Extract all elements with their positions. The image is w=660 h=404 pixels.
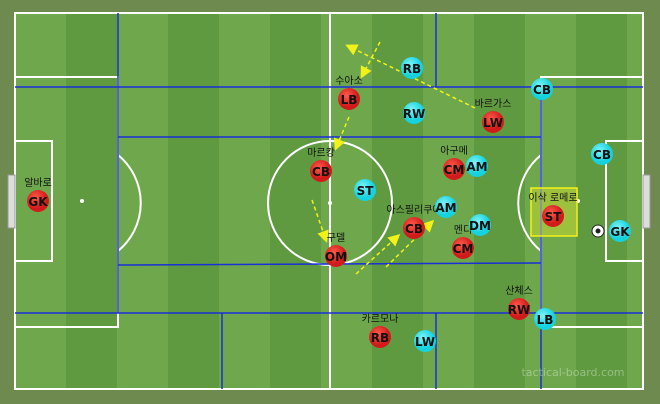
player-name: 바르가스: [475, 98, 512, 110]
player-name: 마르캉: [307, 147, 335, 159]
player-position: LW: [415, 335, 435, 349]
player-position: ST: [357, 184, 375, 198]
player-position: RW: [403, 107, 425, 121]
right-goal: [642, 174, 651, 229]
player-token[interactable]: [452, 237, 474, 259]
home-player-cb[interactable]: CB 마르캉: [307, 147, 335, 182]
player-position: CM: [453, 242, 474, 256]
player-name: 카르모나: [362, 313, 399, 325]
player-token[interactable]: [27, 190, 49, 212]
home-player-lb[interactable]: LB 수아소: [335, 75, 363, 110]
player-token[interactable]: [508, 298, 530, 320]
player-token[interactable]: [443, 158, 465, 180]
player-position: LW: [483, 116, 503, 130]
player-token[interactable]: [369, 326, 391, 348]
player-token[interactable]: [609, 220, 631, 242]
player-name: 멘디: [454, 224, 472, 236]
player-token[interactable]: [469, 214, 491, 236]
player-position: GK: [610, 225, 630, 239]
ball[interactable]: [591, 224, 605, 238]
player-position: CB: [533, 83, 551, 97]
away-player-cb[interactable]: CB: [591, 143, 613, 165]
player-token[interactable]: [534, 308, 556, 330]
player-position: CB: [312, 165, 330, 179]
player-position: CM: [444, 163, 465, 177]
player-position: RW: [508, 303, 530, 317]
away-player-gk[interactable]: GK: [609, 220, 631, 242]
player-token[interactable]: [325, 245, 347, 267]
player-name: 산체스: [505, 285, 533, 297]
player-name: 수아소: [335, 75, 363, 87]
away-player-dm[interactable]: DM: [469, 214, 491, 236]
away-player-rw[interactable]: RW: [403, 102, 425, 124]
player-token[interactable]: [531, 78, 553, 100]
away-player-am[interactable]: AM: [435, 196, 457, 218]
home-player-st[interactable]: ST 이삭 로메로: [528, 192, 578, 227]
player-position: CB: [593, 148, 611, 162]
home-player-om[interactable]: OM 구델: [325, 232, 347, 267]
player-position: AM: [435, 201, 456, 215]
player-token[interactable]: [338, 88, 360, 110]
player-position: RB: [403, 62, 421, 76]
player-position: OM: [325, 250, 347, 264]
player-token[interactable]: [403, 217, 425, 239]
player-position: LB: [341, 93, 358, 107]
player-token[interactable]: [403, 102, 425, 124]
player-name: 아구메: [440, 145, 468, 157]
home-player-gk[interactable]: GK 알바로: [24, 177, 52, 212]
watermark: tactical-board.com: [521, 366, 624, 379]
home-player-rb[interactable]: RB 카르모나: [362, 313, 399, 348]
home-player-cm[interactable]: CM 멘디: [452, 224, 474, 259]
away-player-lw[interactable]: LW: [414, 330, 436, 352]
player-position: CB: [405, 222, 423, 236]
player-token[interactable]: [354, 179, 376, 201]
player-name: 구델: [327, 232, 345, 244]
home-player-lw[interactable]: LW 바르가스: [475, 98, 512, 133]
player-name: 아스필리쿠에: [386, 204, 441, 216]
left-goal: [7, 174, 16, 229]
player-position: RB: [371, 331, 389, 345]
player-token[interactable]: [414, 330, 436, 352]
player-position: DM: [469, 219, 491, 233]
player-token[interactable]: [401, 57, 423, 79]
player-position: LB: [537, 313, 554, 327]
player-position: ST: [545, 210, 563, 224]
away-player-cb[interactable]: CB: [531, 78, 553, 100]
home-player-cm[interactable]: CM 아구메: [440, 145, 468, 180]
away-player-am[interactable]: AM: [466, 155, 488, 177]
away-player-st[interactable]: ST: [354, 179, 376, 201]
player-token[interactable]: [542, 205, 564, 227]
away-player-lb[interactable]: LB: [534, 308, 556, 330]
player-name: 이삭 로메로: [528, 192, 577, 204]
home-player-rw[interactable]: RW 산체스: [505, 285, 533, 320]
player-token[interactable]: [466, 155, 488, 177]
player-token[interactable]: [482, 111, 504, 133]
player-position: AM: [466, 160, 487, 174]
away-player-rb[interactable]: RB: [401, 57, 423, 79]
home-player-cb[interactable]: CB 아스필리쿠에: [386, 204, 442, 239]
player-name: 알바로: [24, 177, 52, 189]
player-position: GK: [28, 195, 48, 209]
player-token[interactable]: [435, 196, 457, 218]
player-token[interactable]: [591, 143, 613, 165]
player-token[interactable]: [310, 160, 332, 182]
